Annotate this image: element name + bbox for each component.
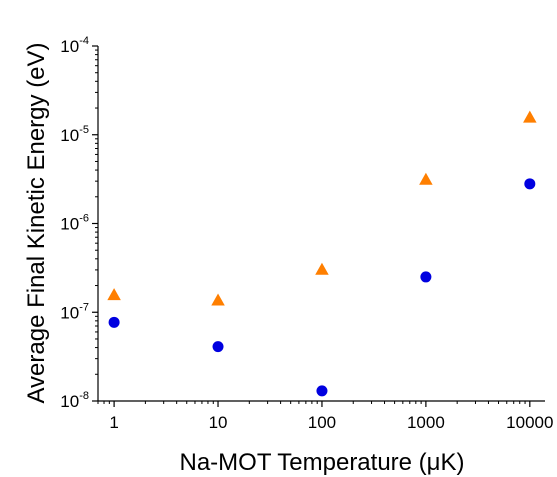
x-tick-label: 10: [209, 413, 228, 432]
y-tick-base: 10: [60, 215, 79, 234]
circle-point: [524, 178, 536, 190]
y-axis-title: Average Final Kinetic Energy (eV): [23, 42, 50, 403]
y-ticks: 10-810-710-610-510-4: [60, 35, 98, 411]
circle-point: [316, 385, 328, 397]
circle-point: [108, 316, 120, 328]
circle-point: [420, 271, 432, 283]
x-tick-label: 10000: [506, 413, 553, 432]
y-tick-exponent: -5: [79, 124, 89, 136]
y-tick-exponent: -4: [79, 35, 89, 47]
y-tick-exponent: -8: [79, 390, 89, 402]
triangle-point: [107, 288, 121, 301]
y-tick-label: 10-8: [60, 390, 89, 411]
x-tick-label: 1: [109, 413, 118, 432]
y-tick-label: 10-4: [60, 35, 89, 56]
y-tick-base: 10: [60, 392, 79, 411]
triangle-point: [419, 172, 433, 185]
y-tick-label: 10-6: [60, 213, 89, 234]
triangle-point: [211, 293, 225, 306]
y-tick-exponent: -7: [79, 301, 89, 313]
y-tick-label: 10-7: [60, 301, 89, 322]
triangle-point: [523, 110, 537, 123]
x-ticks: 1 10 100 1000 10000: [97, 401, 553, 432]
y-tick-base: 10: [60, 37, 79, 56]
data-points: [107, 110, 537, 397]
x-tick-label: 100: [308, 413, 336, 432]
y-tick-exponent: -6: [79, 213, 89, 225]
circle-point: [212, 341, 224, 353]
triangle-point: [315, 262, 329, 275]
y-tick-base: 10: [60, 303, 79, 322]
y-tick-label: 10-5: [60, 124, 89, 145]
y-tick-base: 10: [60, 126, 79, 145]
x-tick-label: 1000: [407, 413, 445, 432]
axes: [97, 46, 545, 402]
x-axis-title: Na-MOT Temperature (μK): [179, 449, 464, 476]
